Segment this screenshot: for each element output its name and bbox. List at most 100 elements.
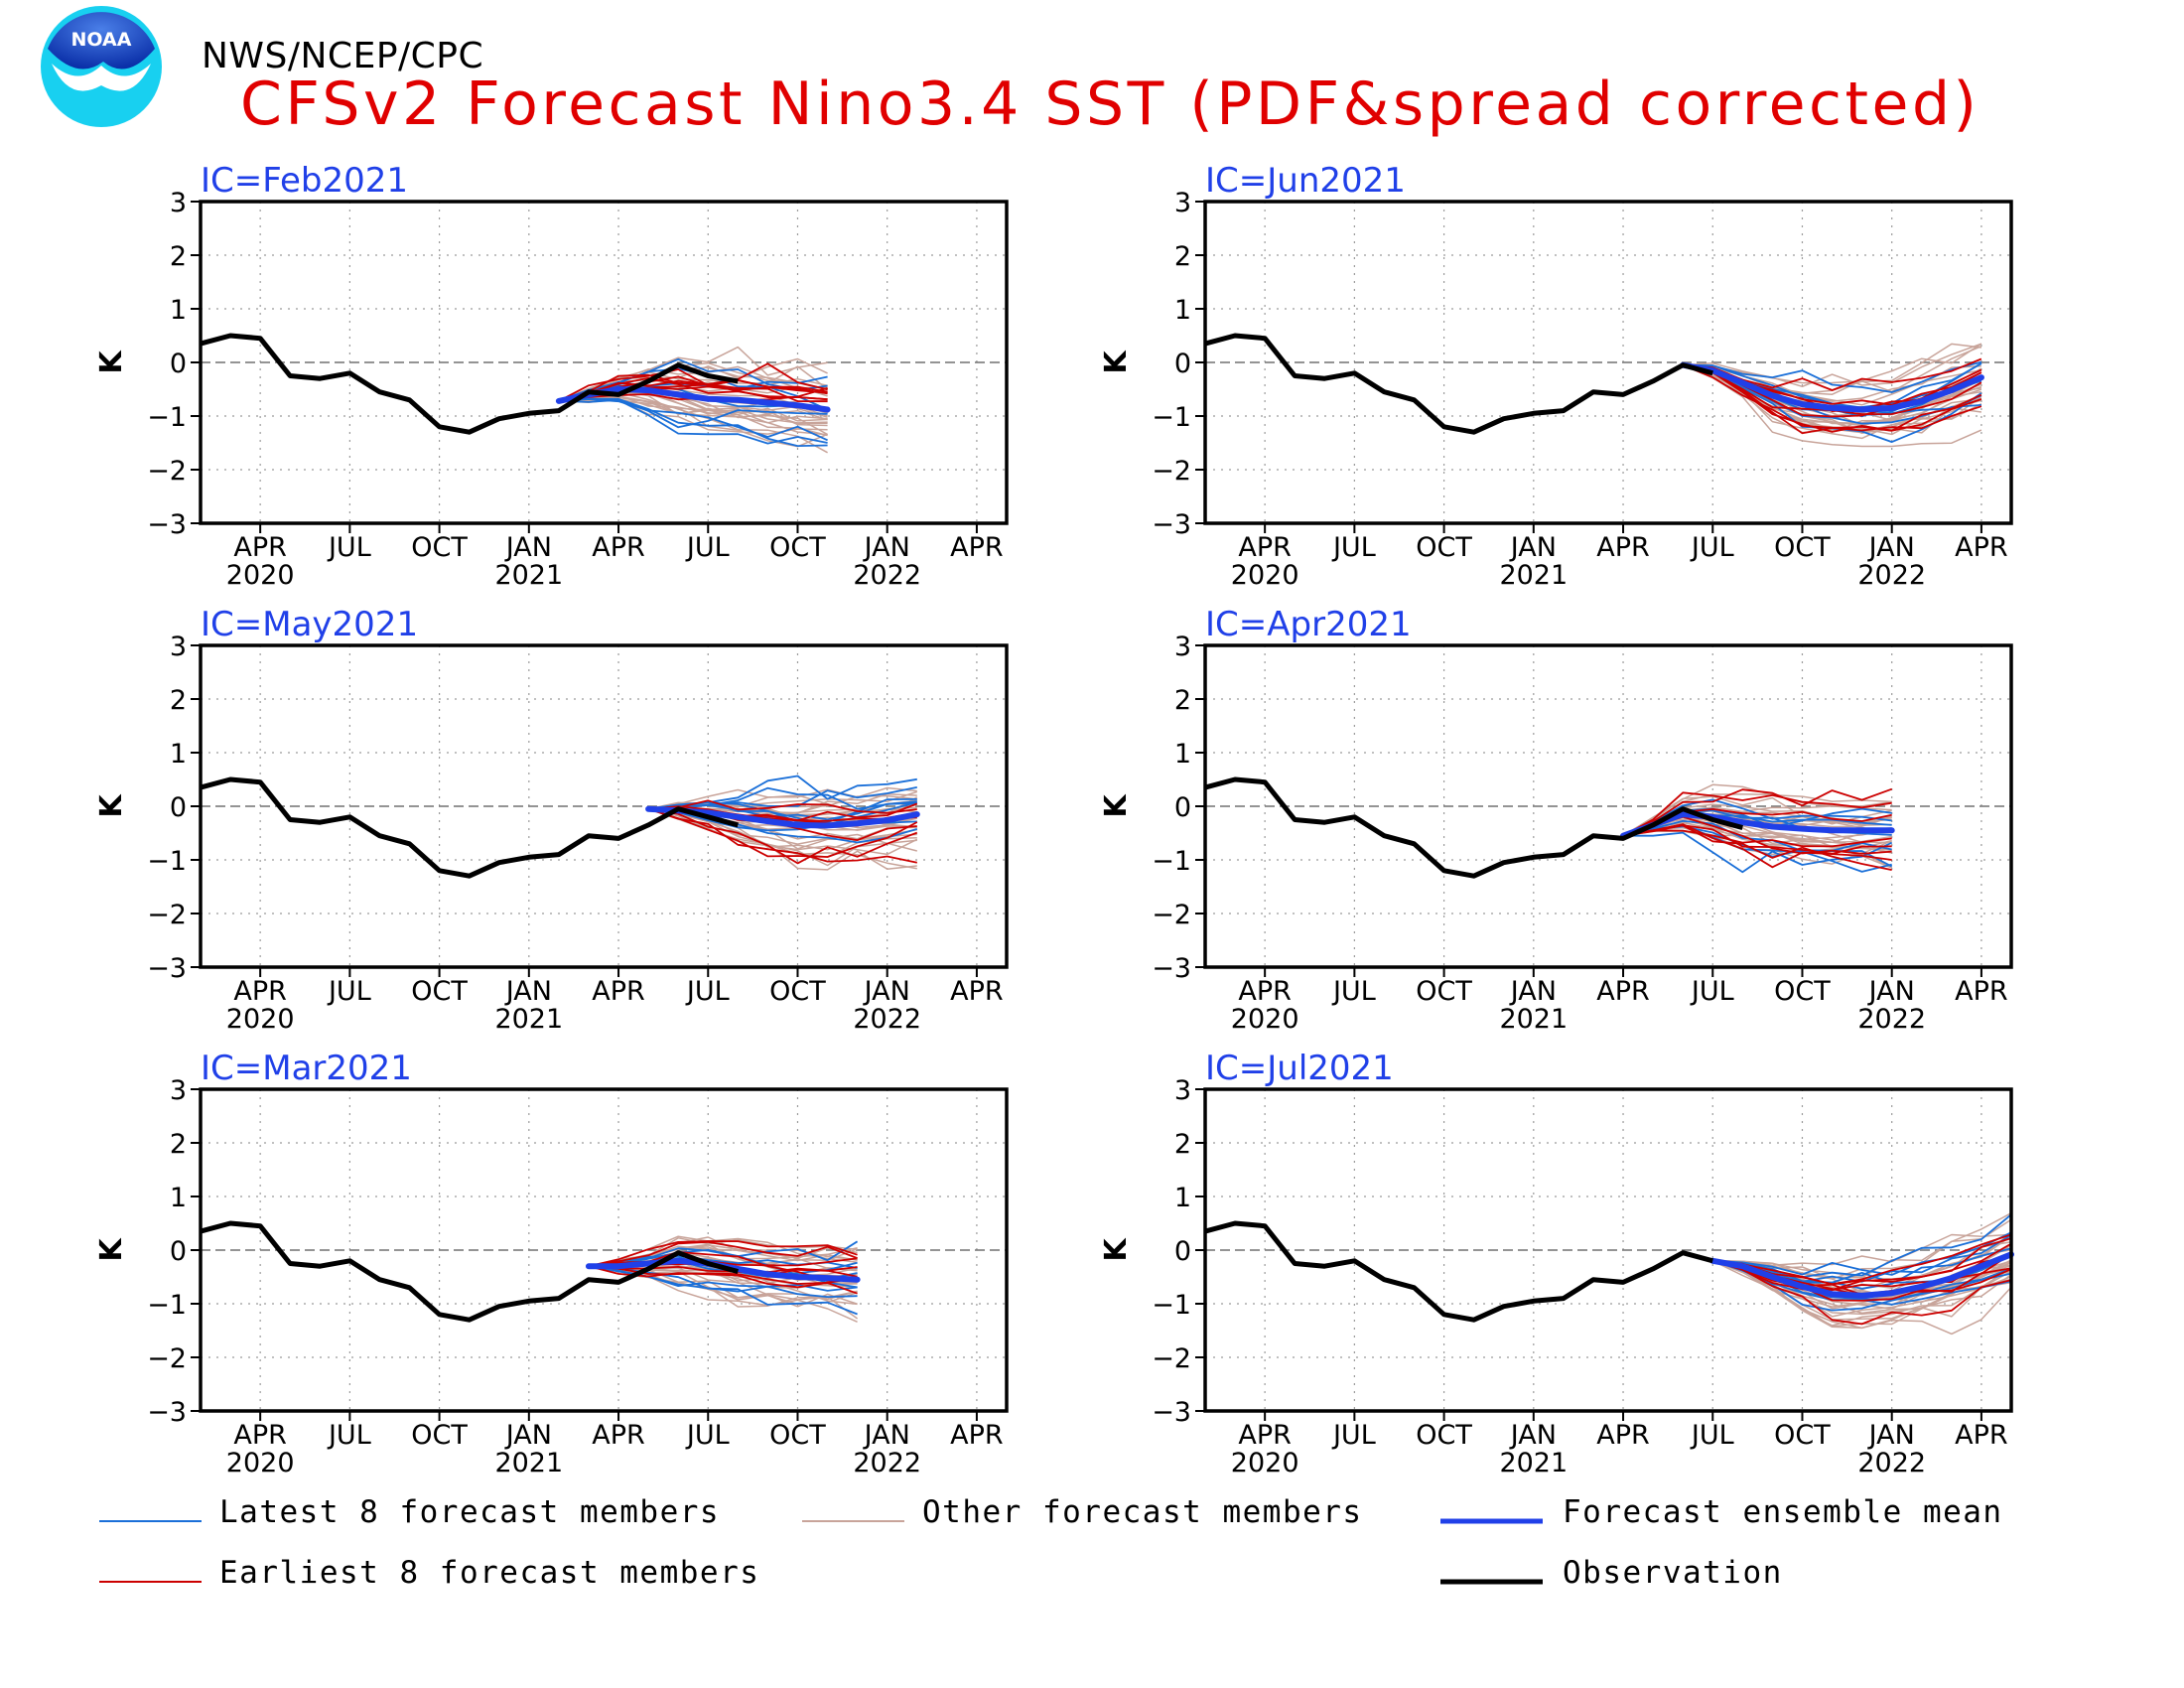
x-tick-label-month: JAN xyxy=(863,532,910,563)
y-tick-label: −3 xyxy=(147,509,187,540)
x-tick-label-month: JAN xyxy=(504,1420,552,1451)
y-tick-label: 0 xyxy=(170,1236,187,1267)
x-tick-label-month: APR xyxy=(1955,1420,2008,1451)
plot-frame xyxy=(1203,643,2013,969)
member-line-earliest xyxy=(1712,1259,2012,1326)
y-tick-label: 0 xyxy=(1174,1236,1191,1267)
plot-frame xyxy=(199,1087,1009,1413)
y-tick-label: 2 xyxy=(170,241,187,272)
member-line-latest xyxy=(1683,360,1982,393)
y-tick-label: 2 xyxy=(1174,241,1191,272)
page-title: CFSv2 Forecast Nino3.4 SST (PDF&spread c… xyxy=(240,70,1980,139)
x-tick-label-month: JUL xyxy=(685,532,730,563)
member-line-earliest xyxy=(1622,823,1892,869)
y-tick-label: −1 xyxy=(1152,402,1191,433)
member-line-earliest xyxy=(588,1265,858,1273)
member-line-latest xyxy=(647,801,918,832)
member-line-earliest xyxy=(1622,824,1892,855)
x-tick-label-month: JAN xyxy=(1867,532,1915,563)
x-tick-label-month: JAN xyxy=(1509,532,1557,563)
x-tick-label-month: JUL xyxy=(1690,976,1734,1007)
y-tick-label: 2 xyxy=(1174,685,1191,716)
x-tick-label-year: 2022 xyxy=(1857,1004,1926,1035)
plot-frame xyxy=(199,643,1009,969)
x-tick-label-year: 2021 xyxy=(494,1448,563,1478)
x-tick-label-month: OCT xyxy=(1774,1420,1831,1451)
legend-item-latest: Latest 8 forecast members xyxy=(99,1494,720,1530)
y-tick-label: 2 xyxy=(170,685,187,716)
y-tick-label: −2 xyxy=(1152,456,1191,487)
x-tick-label-month: JAN xyxy=(863,976,910,1007)
y-tick-label: −3 xyxy=(1152,953,1191,984)
member-line-earliest xyxy=(647,807,917,864)
y-tick-label: 3 xyxy=(1174,1075,1191,1106)
x-tick-label-month: JUL xyxy=(327,976,371,1007)
x-tick-label-month: OCT xyxy=(411,976,468,1007)
member-line-earliest xyxy=(588,1265,858,1285)
x-tick-label-month: OCT xyxy=(769,1420,826,1451)
member-line-other xyxy=(1712,1260,2012,1327)
x-tick-label-year: 2022 xyxy=(1857,560,1926,591)
x-tick-label-month: JUL xyxy=(1331,1420,1376,1451)
x-tick-label-month: JAN xyxy=(1867,976,1915,1007)
y-tick-label: 1 xyxy=(1174,1183,1191,1213)
member-line-earliest xyxy=(1622,791,1892,837)
x-tick-label-month: APR xyxy=(1238,532,1292,563)
x-tick-label-month: APR xyxy=(1955,532,2008,563)
y-axis-label: K xyxy=(94,350,129,374)
x-tick-label-month: APR xyxy=(950,1420,1004,1451)
observation-line xyxy=(200,1220,739,1323)
y-tick-label: −2 xyxy=(147,900,187,930)
y-tick-label: 1 xyxy=(170,295,187,326)
y-tick-label: −1 xyxy=(147,402,187,433)
y-tick-label: −2 xyxy=(147,1343,187,1374)
member-line-earliest xyxy=(588,1241,858,1268)
y-tick-label: −2 xyxy=(1152,1343,1191,1374)
x-tick-label-month: JAN xyxy=(1509,976,1557,1007)
legend-label-earliest: Earliest 8 forecast members xyxy=(219,1555,759,1591)
plot-frame xyxy=(1203,1087,2013,1413)
legend-label-latest: Latest 8 forecast members xyxy=(219,1494,720,1530)
y-tick-label: 3 xyxy=(170,188,187,218)
y-tick-label: −3 xyxy=(147,1397,187,1428)
x-tick-label-year: 2021 xyxy=(494,560,563,591)
panel-label: IC=Jul2021 xyxy=(1205,1049,1394,1088)
panel-label: IC=Apr2021 xyxy=(1205,605,1412,644)
y-tick-label: −2 xyxy=(147,456,187,487)
y-tick-label: 0 xyxy=(170,349,187,379)
x-tick-label-month: APR xyxy=(233,532,287,563)
x-tick-label-month: APR xyxy=(1955,976,2008,1007)
panel-label: IC=Jun2021 xyxy=(1205,161,1406,201)
x-tick-label-year: 2020 xyxy=(226,1004,295,1035)
y-tick-label: −1 xyxy=(147,846,187,877)
y-tick-label: −2 xyxy=(1152,900,1191,930)
panel-label: IC=May2021 xyxy=(201,605,418,644)
panel-label: IC=Feb2021 xyxy=(201,161,408,201)
x-tick-label-month: APR xyxy=(1596,1420,1650,1451)
member-line-earliest xyxy=(588,1240,858,1268)
y-tick-label: 2 xyxy=(1174,1129,1191,1160)
y-axis-label: K xyxy=(1099,793,1134,818)
observation-line xyxy=(1204,776,1743,879)
x-tick-label-month: JUL xyxy=(1331,532,1376,563)
member-line-latest xyxy=(558,398,828,429)
observation-line xyxy=(1204,333,1713,435)
x-tick-label-month: OCT xyxy=(1774,532,1831,563)
y-tick-label: 1 xyxy=(1174,739,1191,770)
x-tick-label-year: 2020 xyxy=(1231,1004,1299,1035)
member-line-earliest xyxy=(558,376,828,402)
x-tick-label-month: OCT xyxy=(769,532,826,563)
y-tick-label: 3 xyxy=(1174,632,1191,662)
y-tick-label: 1 xyxy=(1174,295,1191,326)
y-tick-label: 0 xyxy=(1174,792,1191,823)
y-tick-label: −1 xyxy=(1152,846,1191,877)
x-tick-label-month: JUL xyxy=(1331,976,1376,1007)
member-line-latest xyxy=(1623,831,1893,874)
member-line-other xyxy=(1683,343,1982,388)
